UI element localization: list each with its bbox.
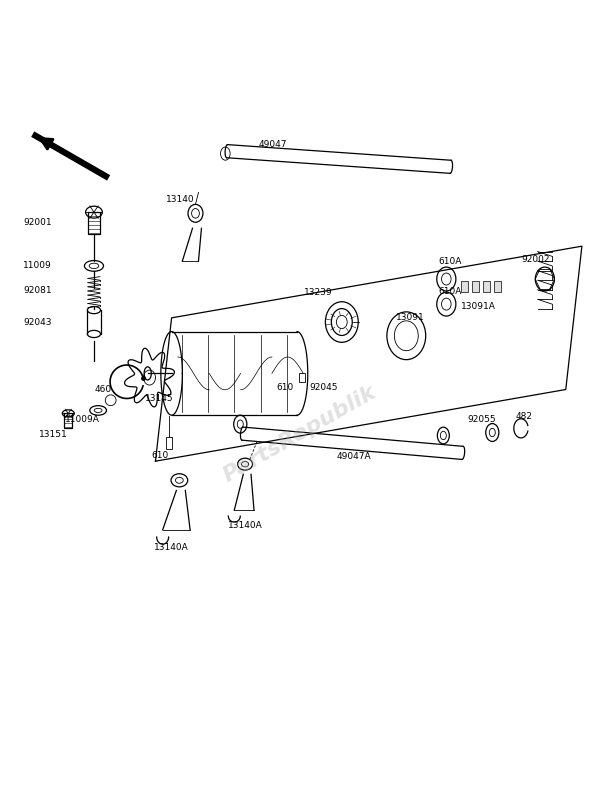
Bar bbox=[166, 437, 172, 449]
Text: 11009A: 11009A bbox=[65, 415, 100, 424]
Text: 13145: 13145 bbox=[145, 394, 174, 403]
Bar bbox=[299, 373, 305, 382]
Text: 610: 610 bbox=[151, 451, 168, 460]
Text: 610A: 610A bbox=[439, 287, 462, 296]
Text: 92055: 92055 bbox=[468, 414, 496, 424]
Text: 49047: 49047 bbox=[259, 140, 287, 149]
Text: 92043: 92043 bbox=[23, 317, 52, 327]
Bar bbox=[483, 281, 490, 292]
Text: PartsRepublik: PartsRepublik bbox=[220, 382, 380, 487]
Text: 92045: 92045 bbox=[310, 383, 338, 392]
Text: 610A: 610A bbox=[439, 257, 462, 266]
Text: 610: 610 bbox=[277, 383, 294, 392]
Text: 49047A: 49047A bbox=[337, 451, 371, 461]
Text: 13140A: 13140A bbox=[154, 543, 189, 552]
Bar bbox=[64, 413, 73, 428]
Text: 13151: 13151 bbox=[39, 429, 68, 439]
Text: 13091: 13091 bbox=[395, 313, 424, 322]
Text: 460: 460 bbox=[94, 385, 112, 394]
Text: 92002: 92002 bbox=[521, 255, 550, 264]
Text: 13091A: 13091A bbox=[461, 301, 496, 311]
Bar bbox=[88, 211, 100, 234]
Text: 13140: 13140 bbox=[166, 195, 195, 204]
Bar bbox=[472, 281, 479, 292]
Text: 92001: 92001 bbox=[23, 217, 52, 227]
Text: 482: 482 bbox=[515, 412, 532, 422]
Text: 13140A: 13140A bbox=[227, 521, 262, 530]
Text: 11009: 11009 bbox=[23, 261, 52, 270]
Bar bbox=[461, 281, 469, 292]
Bar bbox=[493, 281, 500, 292]
Text: 13239: 13239 bbox=[304, 288, 332, 297]
Text: 92081: 92081 bbox=[23, 287, 52, 295]
